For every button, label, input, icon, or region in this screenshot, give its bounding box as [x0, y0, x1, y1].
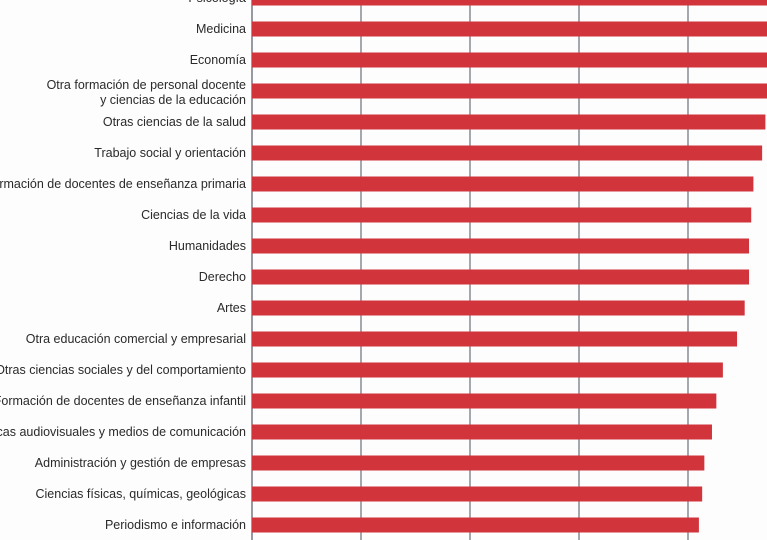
category-label: y ciencias de la educación [100, 93, 246, 107]
category-label: Derecho [199, 270, 246, 284]
bar [252, 486, 703, 502]
category-label: Economía [190, 53, 246, 67]
category-label: Técnicas audiovisuales y medios de comun… [0, 425, 246, 439]
bar [252, 424, 712, 440]
category-label: Trabajo social y orientación [94, 146, 246, 160]
bar [252, 52, 767, 68]
bar [252, 331, 738, 347]
bar [252, 393, 717, 409]
bar [252, 83, 767, 99]
category-label: Formación de docentes de enseñanza prima… [0, 177, 246, 191]
category-label: Otra formación de personal docente [47, 78, 246, 92]
bar [252, 269, 750, 285]
category-label: Formación de docentes de enseñanza infan… [0, 394, 246, 408]
bar [252, 207, 752, 223]
category-label: Otra educación comercial y empresarial [26, 332, 246, 346]
bar [252, 114, 766, 130]
category-label: Otras ciencias sociales y del comportami… [0, 363, 246, 377]
category-label: Psicología [188, 0, 246, 5]
category-label: Medicina [196, 22, 246, 36]
bar [252, 176, 754, 192]
bar [252, 300, 745, 316]
category-label: Artes [217, 301, 246, 315]
category-label: Administración y gestión de empresas [35, 456, 246, 470]
bar [252, 145, 763, 161]
category-label: Periodismo e información [105, 518, 246, 532]
bar [252, 21, 767, 37]
bar [252, 0, 767, 6]
category-label: Ciencias de la vida [141, 208, 246, 222]
category-label: Otras ciencias de la salud [103, 115, 246, 129]
bar [252, 517, 699, 533]
bar [252, 455, 705, 471]
bar [252, 238, 750, 254]
category-label: Ciencias físicas, químicas, geológicas [35, 487, 246, 501]
bar [252, 362, 723, 378]
category-label: Humanidades [169, 239, 246, 253]
